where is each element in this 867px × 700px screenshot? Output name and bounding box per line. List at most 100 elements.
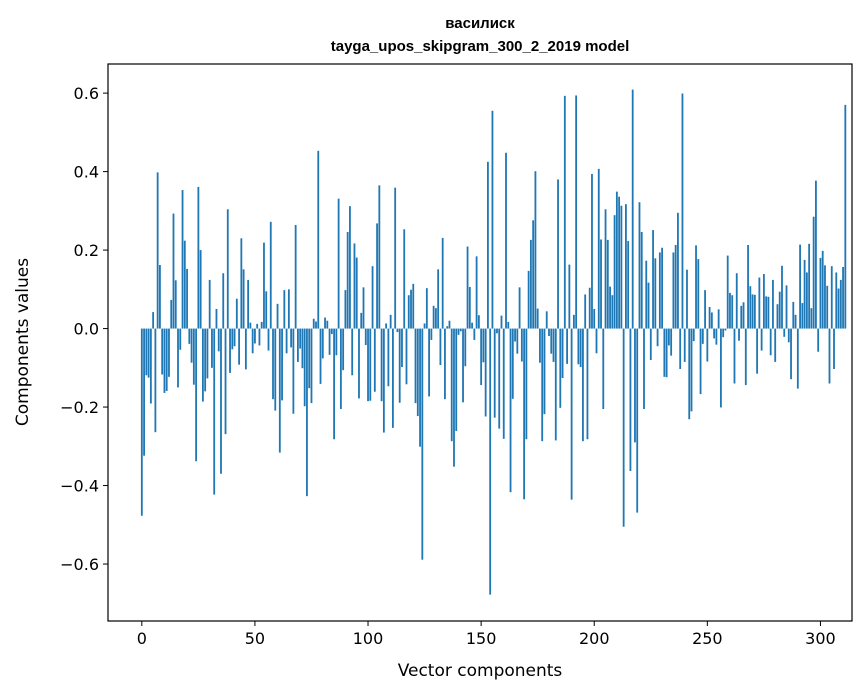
bar-component-45 bbox=[242, 269, 245, 329]
bar-component-72 bbox=[303, 328, 306, 407]
bar-component-134 bbox=[444, 328, 446, 400]
bar-component-250 bbox=[706, 328, 709, 362]
bar-component-224 bbox=[647, 282, 650, 329]
bar-component-82 bbox=[326, 320, 329, 329]
bar-component-172 bbox=[529, 239, 532, 329]
bar-component-243 bbox=[690, 328, 693, 412]
bar-component-296 bbox=[810, 308, 813, 329]
bar-component-208 bbox=[611, 295, 614, 329]
bar-component-192 bbox=[575, 95, 578, 329]
bar-component-55 bbox=[265, 291, 268, 329]
bar-component-257 bbox=[722, 328, 725, 338]
bar-component-41 bbox=[233, 328, 236, 347]
bar-component-117 bbox=[405, 328, 408, 385]
bar-component-292 bbox=[801, 303, 804, 329]
bar-component-120 bbox=[412, 283, 415, 329]
bar-component-238 bbox=[679, 328, 682, 369]
y-tick-label: 0.4 bbox=[74, 163, 99, 182]
y-tick-label: 0.2 bbox=[74, 241, 99, 260]
bar-component-22 bbox=[190, 328, 193, 363]
bar-component-28 bbox=[204, 328, 207, 392]
bar-component-121 bbox=[414, 328, 417, 404]
bar-component-146 bbox=[471, 322, 473, 329]
bar-component-164 bbox=[511, 328, 514, 399]
bar-component-102 bbox=[371, 266, 374, 329]
bar-component-204 bbox=[602, 328, 605, 410]
bar-component-53 bbox=[260, 321, 263, 329]
bar-component-275 bbox=[762, 274, 765, 329]
bar-component-133 bbox=[441, 237, 444, 329]
bar-component-129 bbox=[432, 305, 435, 329]
y-tick-label: 0.6 bbox=[74, 84, 99, 103]
bar-component-196 bbox=[584, 294, 587, 329]
bar-component-302 bbox=[824, 265, 826, 329]
bar-component-156 bbox=[493, 328, 496, 418]
bar-component-291 bbox=[799, 244, 801, 329]
bar-component-113 bbox=[396, 328, 399, 333]
bar-component-104 bbox=[376, 223, 378, 329]
bar-component-301 bbox=[821, 250, 824, 329]
bar-component-61 bbox=[278, 328, 281, 453]
y-tick-label: −0.6 bbox=[60, 555, 99, 574]
bar-component-255 bbox=[717, 309, 720, 329]
bar-component-52 bbox=[258, 328, 261, 346]
bar-component-8 bbox=[159, 264, 161, 329]
bar-component-3 bbox=[147, 328, 150, 378]
bar-component-288 bbox=[792, 301, 795, 329]
bar-component-169 bbox=[523, 328, 526, 500]
bar-component-24 bbox=[195, 328, 198, 462]
bar-component-259 bbox=[726, 255, 729, 329]
bar-component-215 bbox=[627, 241, 630, 329]
bar-component-273 bbox=[758, 277, 761, 329]
bar-component-246 bbox=[697, 259, 700, 329]
bar-component-35 bbox=[220, 328, 222, 474]
bar-component-269 bbox=[749, 286, 752, 329]
bar-component-42 bbox=[235, 298, 238, 329]
bar-component-47 bbox=[247, 279, 250, 329]
bar-component-118 bbox=[407, 295, 410, 329]
bar-component-4 bbox=[149, 328, 152, 404]
bar-component-36 bbox=[222, 273, 225, 329]
bar-component-209 bbox=[613, 215, 616, 329]
bar-component-274 bbox=[760, 328, 763, 351]
bar-component-111 bbox=[392, 328, 394, 428]
bar-component-230 bbox=[661, 247, 664, 329]
bar-component-262 bbox=[733, 328, 736, 384]
bar-component-223 bbox=[645, 260, 648, 329]
bar-component-135 bbox=[446, 326, 449, 329]
x-tick-label: 300 bbox=[805, 629, 836, 648]
bar-component-168 bbox=[520, 328, 523, 362]
bar-component-76 bbox=[312, 318, 315, 329]
bar-component-74 bbox=[308, 328, 311, 389]
bar-component-154 bbox=[489, 328, 492, 595]
y-axis-label: Components values bbox=[13, 258, 33, 426]
bar-component-13 bbox=[170, 299, 173, 329]
bar-component-185 bbox=[559, 328, 562, 408]
bar-component-199 bbox=[591, 173, 593, 329]
bar-component-229 bbox=[658, 252, 661, 329]
bar-component-97 bbox=[360, 312, 363, 329]
bar-component-166 bbox=[516, 328, 519, 354]
bar-component-200 bbox=[593, 308, 596, 329]
bar-component-81 bbox=[324, 317, 326, 329]
bar-component-25 bbox=[197, 186, 200, 329]
bar-component-69 bbox=[296, 328, 299, 362]
bar-component-6 bbox=[154, 328, 157, 433]
bar-component-271 bbox=[753, 294, 756, 329]
bar-component-261 bbox=[731, 295, 734, 329]
bar-component-231 bbox=[663, 328, 666, 377]
bar-component-68 bbox=[294, 224, 297, 329]
bar-component-161 bbox=[505, 152, 507, 329]
bar-component-309 bbox=[839, 279, 842, 329]
bar-component-122 bbox=[416, 328, 419, 417]
bar-component-304 bbox=[828, 328, 831, 384]
bar-component-2 bbox=[145, 328, 148, 376]
bar-component-300 bbox=[819, 257, 822, 329]
bar-component-221 bbox=[640, 232, 643, 329]
bar-component-101 bbox=[369, 328, 372, 401]
bar-component-58 bbox=[272, 328, 274, 400]
bar-component-108 bbox=[385, 323, 388, 329]
bar-component-162 bbox=[507, 321, 510, 329]
y-tick-label: −0.2 bbox=[60, 398, 99, 417]
